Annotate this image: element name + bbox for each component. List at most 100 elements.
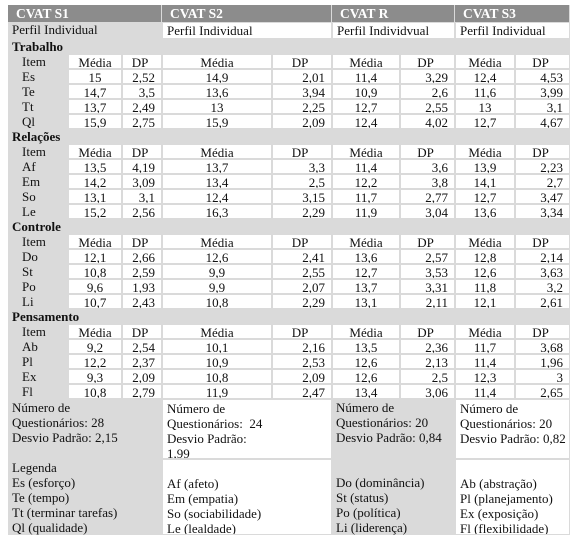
item-code: So xyxy=(8,189,68,204)
summary-line: Questionários: 20 xyxy=(336,415,429,430)
cell-value: 3,63 xyxy=(515,264,570,279)
cell-value: 10,9 xyxy=(162,354,272,369)
cell-value: 11,7 xyxy=(455,339,515,354)
cell-value: 15,9 xyxy=(162,114,272,129)
cell-value: 13,1 xyxy=(68,189,122,204)
cell-value: 3,06 xyxy=(400,384,455,399)
cell-value: 2,37 xyxy=(122,354,162,369)
cell-value: 13,4 xyxy=(162,174,272,189)
cell-value: 3,09 xyxy=(122,174,162,189)
column-label: DP xyxy=(400,324,455,339)
cell-value: 2,6 xyxy=(400,84,455,99)
column-label: Média xyxy=(162,144,272,159)
cell-value: 2,07 xyxy=(272,279,332,294)
cell-value: 11,6 xyxy=(455,84,515,99)
column-label: DP xyxy=(122,54,162,69)
cell-value: 2,5 xyxy=(400,369,455,384)
column-header: CVAT R xyxy=(332,5,455,22)
cell-value: 13,7 xyxy=(68,99,122,114)
cell-value: 9,2 xyxy=(68,339,122,354)
item-code: Em xyxy=(8,174,68,189)
cell-value: 11,4 xyxy=(455,384,515,399)
cell-value: 2,09 xyxy=(272,114,332,129)
legend-entry: Do (dominância) xyxy=(336,475,425,490)
cell-value: 15,2 xyxy=(68,204,122,219)
cell-value: 4,53 xyxy=(515,69,570,84)
cell-value: 2,53 xyxy=(272,354,332,369)
column-label: Item xyxy=(8,234,68,249)
column-label: Item xyxy=(8,324,68,339)
cell-value: 12,8 xyxy=(455,249,515,264)
cell-value: 12,7 xyxy=(332,99,400,114)
summary-line: Questionários: 28 xyxy=(12,415,105,430)
column-header: CVAT S2 xyxy=(162,5,332,22)
cell-value: 2,47 xyxy=(272,384,332,399)
cell-value: 12,7 xyxy=(455,114,515,129)
column-label: Média xyxy=(332,144,400,159)
item-code: Do xyxy=(8,249,68,264)
column-label: DP xyxy=(515,54,570,69)
column-label: Média xyxy=(162,234,272,249)
summary-line: Desvio Padrão: 0,84 xyxy=(336,430,442,445)
cell-value: 15 xyxy=(68,69,122,84)
profile-label: Perfil Individual xyxy=(8,22,162,39)
summary-line: Questionários: 24 xyxy=(167,416,263,431)
cell-value: 12,6 xyxy=(455,264,515,279)
column-label: DP xyxy=(515,144,570,159)
column-label: DP xyxy=(122,144,162,159)
column-label: Média xyxy=(162,54,272,69)
legend-entry: Em (empatia) xyxy=(167,491,239,506)
legend-entry: Te (tempo) xyxy=(12,490,70,505)
column-label: Média xyxy=(332,54,400,69)
cell-value: 13,5 xyxy=(68,159,122,174)
cell-value: 3,3 xyxy=(272,159,332,174)
cell-value: 2,13 xyxy=(400,354,455,369)
summary-line: Desvio Padrão: 0,82 xyxy=(460,431,566,446)
column-label: Média xyxy=(455,234,515,249)
legend-entry: Ex (exposição) xyxy=(460,506,539,521)
legend-title: Legenda xyxy=(12,460,57,475)
cell-value: 12,2 xyxy=(332,174,400,189)
cell-value: 16,3 xyxy=(162,204,272,219)
cell-value: 4,02 xyxy=(400,114,455,129)
cell-value: 2,41 xyxy=(272,249,332,264)
cell-value: 2,55 xyxy=(272,264,332,279)
cell-value: 4,67 xyxy=(515,114,570,129)
cell-value: 12,7 xyxy=(332,264,400,279)
cell-value: 11,4 xyxy=(332,69,400,84)
cell-value: 2,16 xyxy=(272,339,332,354)
legend-entry: Ab (abstração) xyxy=(460,476,537,491)
cell-value: 3 xyxy=(515,369,570,384)
column-label: DP xyxy=(272,54,332,69)
item-code: Pl xyxy=(8,354,68,369)
cell-value: 2,01 xyxy=(272,69,332,84)
item-code: Le xyxy=(8,204,68,219)
section-title: Relações xyxy=(8,129,570,144)
cell-value: 12,3 xyxy=(455,369,515,384)
profile-label: Perfil Individvual xyxy=(332,22,455,39)
legend-entry: Ql (qualidade) xyxy=(12,520,88,535)
item-code: Po xyxy=(8,279,68,294)
cell-value: 3,53 xyxy=(400,264,455,279)
cell-value: 9,3 xyxy=(68,369,122,384)
cell-value: 9,9 xyxy=(162,279,272,294)
cell-value: 14,9 xyxy=(162,69,272,84)
column-label: DP xyxy=(515,324,570,339)
summary-line: Número de xyxy=(336,400,395,415)
column-label: DP xyxy=(122,234,162,249)
summary-line: Número de xyxy=(12,400,71,415)
legend-entry: Pl (planejamento) xyxy=(460,491,553,506)
legend-block: Do (dominância) St (status) Po (política) L… xyxy=(332,459,455,535)
column-label: DP xyxy=(272,234,332,249)
section-title: Controle xyxy=(8,219,570,234)
cell-value: 12,1 xyxy=(68,249,122,264)
cell-value: 2,65 xyxy=(515,384,570,399)
cell-value: 3,5 xyxy=(122,84,162,99)
cell-value: 10,9 xyxy=(332,84,400,99)
section-title: Pensamento xyxy=(8,309,570,324)
legend-entry: Tt (terminar tarefas) xyxy=(12,505,118,520)
legend-title xyxy=(336,460,455,475)
legend-entry: Po (política) xyxy=(336,505,401,520)
cell-value: 3,34 xyxy=(515,204,570,219)
cell-value: 2,7 xyxy=(515,174,570,189)
